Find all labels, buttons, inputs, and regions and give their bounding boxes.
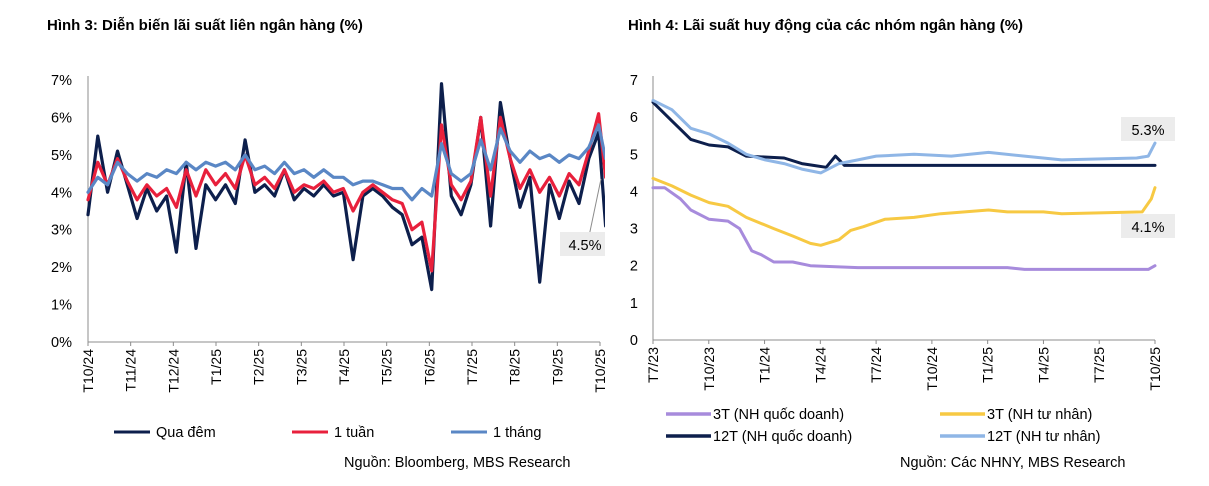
chart2-x-tick-label: T7/23: [645, 347, 661, 383]
chart2-title: Hình 4: Lãi suất huy động của các nhóm n…: [628, 17, 1024, 34]
chart1-series-line-0: [86, 82, 605, 292]
chart1-x-tick-label: T12/24: [165, 349, 181, 393]
chart2-source: Nguồn: Các NHNY, MBS Research: [900, 455, 1126, 471]
chart1-y-tick-label: 0%: [51, 335, 72, 351]
chart1-svg: 0% 1% 2% 3% 4% 5% 6% 7% T10/24 T11/24 T12/24 T1/25 T…: [51, 73, 605, 441]
chart1-x-tick-label: T10/25: [592, 349, 605, 393]
chart2-y-tick-label: 2: [630, 259, 638, 275]
chart1-y-tick-label: 3%: [51, 223, 72, 239]
chart2-x-tick-label: T7/24: [868, 347, 884, 383]
chart1-series-line-1: [86, 112, 605, 273]
chart1-y-tick-label: 5%: [51, 148, 72, 164]
chart1-x-tick-label: T10/24: [80, 349, 96, 393]
chart2-y-tick-label: 1: [630, 296, 638, 312]
chart2-x-tick-label: T7/25: [1091, 347, 1107, 383]
chart2-x-tick-label: T10/25: [1147, 347, 1163, 391]
chart2-x-tick-label: T4/25: [1035, 347, 1051, 383]
chart1-title: Hình 3: Diễn biến lãi suất liên ngân hàn…: [47, 17, 363, 34]
chart1-x-tick-label: T3/25: [293, 349, 309, 385]
chart1-x-tick-label: T2/25: [251, 349, 267, 385]
chart2-x-tick-label: T1/25: [980, 347, 996, 383]
chart2-x-tick-label: T4/24: [812, 347, 828, 383]
chart2-legend-label-3: 12T (NH tư nhân): [987, 429, 1100, 445]
chart1-y-tick-label: 2%: [51, 260, 72, 276]
chart1-x-tick-label: T9/25: [549, 349, 565, 385]
chart2-annotation-box-1: [1121, 214, 1175, 238]
chart2-legend-label-1: 3T (NH tư nhân): [987, 407, 1092, 423]
chart1-legend-label-2: 1 tháng: [493, 425, 541, 441]
chart2-series-line-2: [651, 100, 1157, 169]
chart2-annotation-label-1: 4.1%: [1131, 220, 1164, 236]
chart1-x-tick-label: T5/25: [379, 349, 395, 385]
chart2-annotation-box-0: [1121, 117, 1175, 141]
chart1-y-tick-label: 1%: [51, 298, 72, 314]
chart2-x-tick-label: T10/24: [924, 347, 940, 391]
chart2-y-tick-label: 4: [630, 184, 638, 200]
chart2-x-tick-label: T10/23: [701, 347, 717, 391]
chart2-legend-label-2: 12T (NH quốc doanh): [713, 429, 852, 445]
chart2-svg: 0 1 2 3 4 5 6 7 T7/23 T10/23 T1/24 T4/24 T7/24 T10/24…: [630, 73, 1175, 445]
chart2-legend-label-0: 3T (NH quốc doanh): [713, 407, 844, 423]
chart2-y-tick-label: 6: [630, 110, 638, 126]
chart1-x-tick-label: T8/25: [507, 349, 523, 385]
chart2-annotation-label-0: 5.3%: [1131, 123, 1164, 139]
chart1-annotation-label: 4.5%: [568, 238, 601, 254]
chart2-y-tick-label: 5: [630, 147, 638, 163]
chart1-y-tick-label: 7%: [51, 73, 72, 89]
chart1-x-tick-label: T1/25: [208, 349, 224, 385]
chart1-x-tick-label: T6/25: [421, 349, 437, 385]
chart1-series-line-2: [86, 123, 605, 202]
chart1-annotation-leader: [587, 178, 602, 242]
chart1-y-tick-label: 4%: [51, 185, 72, 201]
chart1-y-tick-label: 6%: [51, 110, 72, 126]
chart2-x-tick-label: T1/24: [757, 347, 773, 383]
chart2-series-line-3: [651, 98, 1157, 175]
chart1-annotation-box: [560, 232, 605, 256]
chart2-series-line-0: [651, 186, 1157, 271]
chart1-source: Nguồn: Bloomberg, MBS Research: [344, 455, 571, 471]
chart2-series-line-1: [651, 176, 1157, 247]
chart2-y-tick-label: 3: [630, 222, 638, 238]
chart1-x-tick-label: T11/24: [123, 349, 139, 392]
chart2-y-tick-label: 0: [630, 333, 638, 349]
chart1-x-tick-label: T4/25: [336, 349, 352, 385]
chart2-y-tick-label: 7: [630, 73, 638, 89]
chart1-legend-label-1: 1 tuần: [334, 425, 374, 441]
chart1-x-tick-label: T7/25: [464, 349, 480, 385]
chart1-legend-label-0: Qua đêm: [156, 425, 216, 441]
